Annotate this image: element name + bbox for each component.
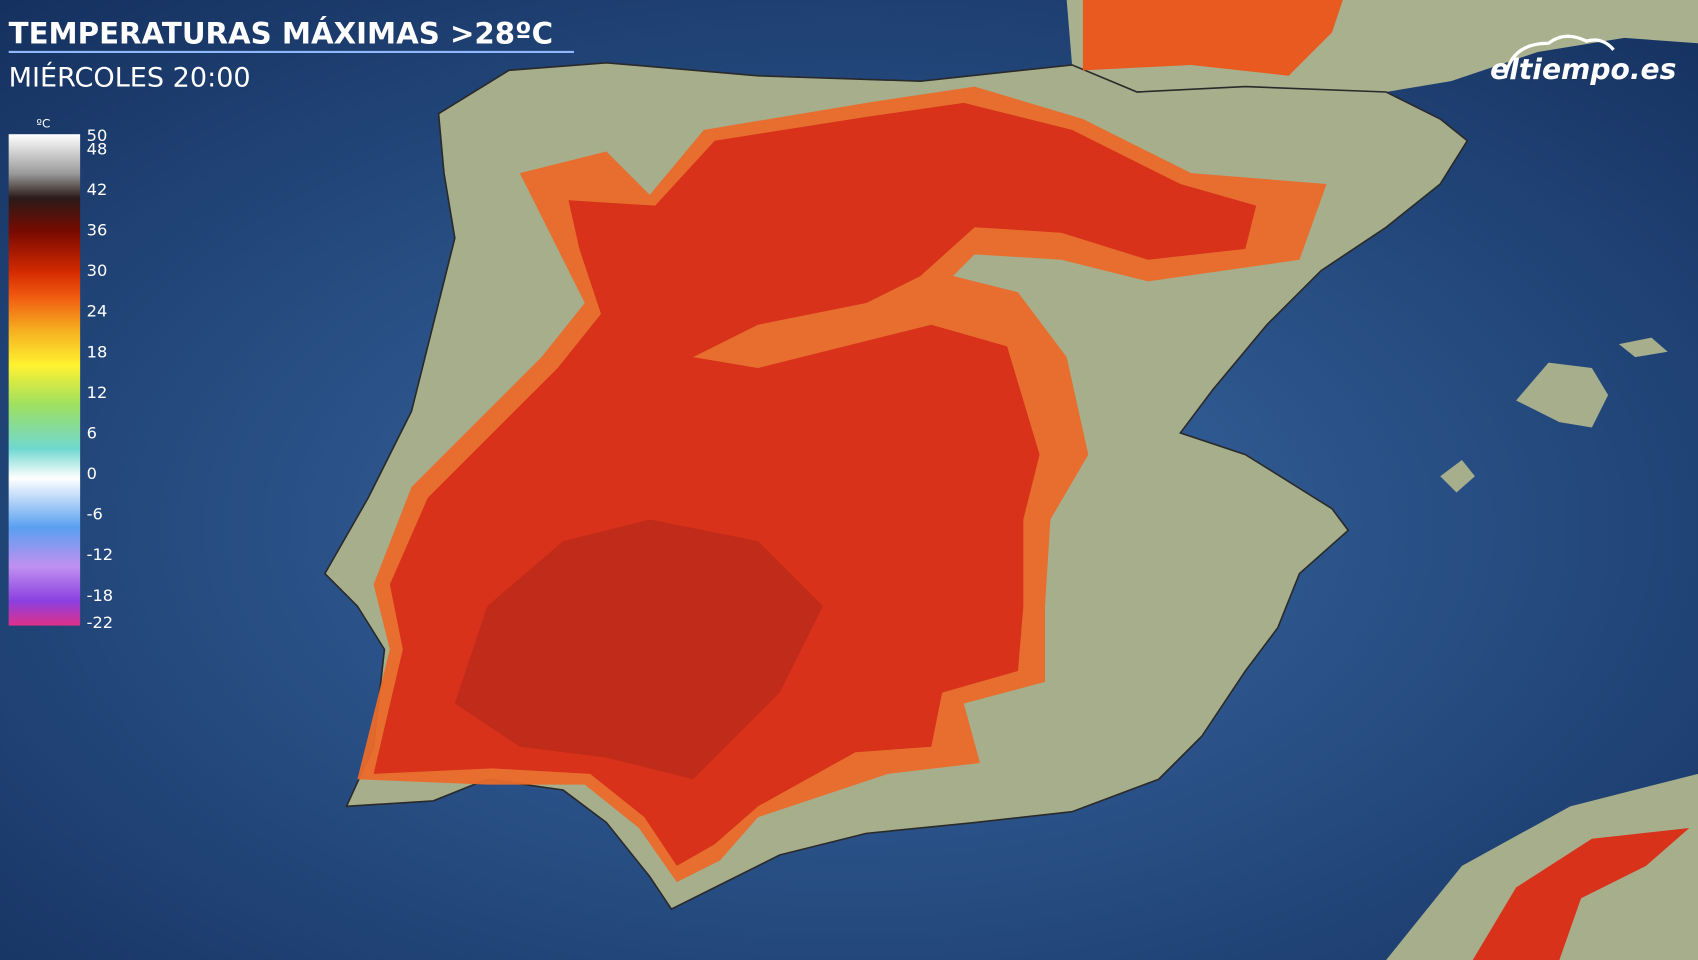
legend-tick: -12 [87, 545, 114, 564]
legend-tick: 48 [87, 139, 108, 158]
logo-cloud [1503, 34, 1615, 79]
legend-tick: -18 [87, 586, 114, 605]
subtitle: MIÉRCOLES 20:00 [9, 62, 251, 94]
heat-zone-france [1082, 0, 1343, 76]
heat-zone-africa [1472, 827, 1690, 960]
legend-tick: -6 [87, 505, 103, 524]
africa [1386, 773, 1698, 960]
logo: eltiempo.es [1490, 53, 1676, 86]
legend-tick: 18 [87, 342, 108, 361]
legend-tick: 0 [87, 464, 97, 483]
legend-tick: 24 [87, 302, 108, 321]
heat-zone-core [454, 519, 824, 780]
legend-tick: 36 [87, 221, 108, 240]
legend-tick: 12 [87, 383, 108, 402]
legend-tick: 42 [87, 180, 108, 199]
mallorca [1516, 362, 1609, 428]
legend-tick: -22 [87, 613, 114, 632]
legend-tick: 50 [87, 126, 108, 145]
title: TEMPERATURAS MÁXIMAS >28ºC [9, 16, 553, 50]
legend-bar [8, 134, 81, 626]
legend-tick: 30 [87, 261, 108, 280]
legend-unit: ºC [36, 117, 50, 131]
legend-tick: 6 [87, 424, 97, 443]
menorca [1618, 337, 1668, 358]
ibiza [1440, 459, 1475, 493]
